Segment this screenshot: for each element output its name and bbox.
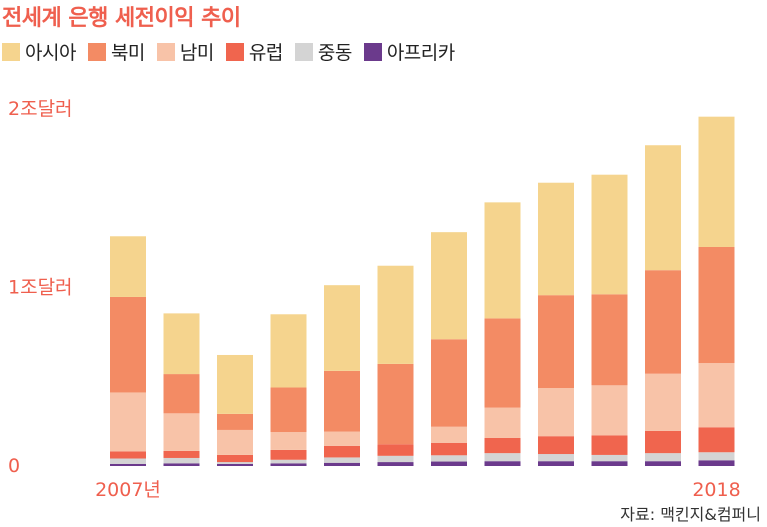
bar-segment-0-11	[698, 460, 735, 466]
bar-segment-1-7	[484, 453, 521, 462]
legend-swatch-asia	[2, 42, 20, 61]
y-tick-label-2: 2조달러	[8, 98, 73, 120]
legend-label-asia: 아시아	[25, 42, 76, 64]
x-tick-label-11: 2018	[692, 479, 740, 501]
bar-segment-0-8	[538, 461, 574, 466]
bar-segment-4-6	[431, 339, 467, 427]
bar-segment-5-10	[645, 145, 681, 271]
bar-segment-1-9	[591, 454, 628, 462]
bar-segment-0-5	[377, 462, 414, 466]
chart-title: 전세계 은행 세전이익 추이	[2, 6, 241, 31]
source-note: 자료: 맥킨지&컴퍼니	[620, 505, 761, 524]
bar-segment-3-8	[538, 387, 574, 437]
bar-segment-1-6	[431, 455, 467, 462]
bar-segment-0-9	[591, 461, 628, 466]
bar-segment-4-3	[270, 387, 307, 433]
bar-segment-0-6	[431, 461, 467, 466]
y-tick-label-0: 0	[8, 455, 20, 477]
x-tick-label-0: 2007년	[95, 479, 161, 501]
bar-segment-2-0	[110, 451, 146, 459]
bar-segment-5-2	[217, 354, 253, 414]
bar-segment-0-2	[217, 463, 253, 466]
bar-segment-4-7	[484, 318, 521, 408]
bar-segment-1-10	[645, 453, 681, 462]
legend-swatch-africa	[363, 42, 382, 61]
legend-item-asia: 아시아	[2, 38, 76, 65]
bar-segment-4-11	[698, 246, 735, 364]
legend-label-north-america: 북미	[110, 42, 145, 64]
bar-segment-2-6	[431, 442, 467, 456]
bar-segment-3-0	[110, 392, 146, 452]
legend-label-europe: 유럽	[248, 42, 283, 64]
bar-segment-1-8	[538, 454, 574, 462]
bar-segment-5-8	[538, 182, 574, 296]
bar-segment-1-1	[163, 457, 200, 464]
bar-segment-2-10	[645, 430, 681, 454]
bar-segment-3-9	[591, 385, 628, 436]
bar-segment-5-7	[484, 202, 521, 319]
bar-segment-5-6	[431, 232, 467, 340]
legend-item-europe: 유럽	[225, 38, 283, 65]
bar-segment-3-10	[645, 373, 681, 431]
legend-swatch-europe	[225, 42, 244, 61]
bar-segment-2-3	[270, 449, 307, 460]
bar-segment-2-9	[591, 435, 628, 455]
bar-segment-1-11	[698, 452, 735, 461]
legend-swatch-south-america	[156, 42, 175, 61]
y-tick-label-1: 1조달러	[8, 277, 73, 299]
bar-segment-1-5	[377, 455, 414, 463]
legend-item-africa: 아프리카	[363, 38, 455, 65]
bar-segment-4-10	[645, 270, 681, 374]
bar-segment-3-3	[270, 432, 307, 450]
bar-segment-3-1	[163, 413, 200, 451]
bar-segment-5-3	[270, 314, 307, 388]
bar-segment-1-4	[324, 457, 360, 463]
bar-segment-5-5	[377, 265, 414, 364]
bar-segment-0-10	[645, 461, 681, 466]
bar-segment-0-1	[163, 463, 200, 466]
legend-item-south-america: 남미	[156, 38, 214, 65]
legend-item-middle-east: 중동	[294, 38, 352, 65]
legend-swatch-middle-east	[294, 42, 313, 61]
bar-segment-2-5	[377, 444, 414, 456]
legend-item-north-america: 북미	[87, 38, 145, 65]
bar-segment-3-7	[484, 407, 521, 438]
bar-segment-1-0	[110, 458, 146, 464]
bar-segment-0-3	[270, 463, 307, 466]
bar-segment-4-8	[538, 295, 574, 388]
bar-segment-2-11	[698, 427, 735, 453]
legend: 아시아 북미 남미 유럽 중동 아프리카	[2, 38, 467, 65]
bar-segment-5-1	[163, 313, 200, 375]
legend-label-africa: 아프리카	[386, 42, 455, 64]
bar-segment-5-4	[324, 285, 360, 371]
legend-label-middle-east: 중동	[317, 42, 352, 64]
legend-swatch-north-america	[87, 42, 106, 61]
bar-segment-2-4	[324, 445, 360, 458]
bar-segment-5-9	[591, 174, 628, 295]
bar-segment-2-7	[484, 437, 521, 454]
bar-segment-4-2	[217, 413, 253, 430]
bar-segment-4-9	[591, 294, 628, 386]
bar-segment-4-5	[377, 363, 414, 445]
bar-segment-5-0	[110, 236, 146, 297]
bar-segment-0-0	[110, 463, 146, 466]
bar-segment-1-3	[270, 459, 307, 464]
bar-segment-4-1	[163, 374, 200, 414]
legend-label-south-america: 남미	[179, 42, 214, 64]
bar-segment-3-6	[431, 426, 467, 443]
bar-segment-3-4	[324, 431, 360, 446]
bar-segment-1-2	[217, 462, 253, 464]
bar-segment-2-2	[217, 454, 253, 463]
bar-segment-5-11	[698, 116, 735, 247]
bar-segment-0-4	[324, 462, 360, 466]
bar-segment-3-11	[698, 363, 735, 428]
bar-segment-4-0	[110, 296, 146, 393]
bar-segment-4-4	[324, 370, 360, 432]
bar-segment-2-1	[163, 450, 200, 458]
bar-segment-2-8	[538, 436, 574, 455]
bar-segment-3-2	[217, 429, 253, 455]
bar-segment-0-7	[484, 461, 521, 466]
